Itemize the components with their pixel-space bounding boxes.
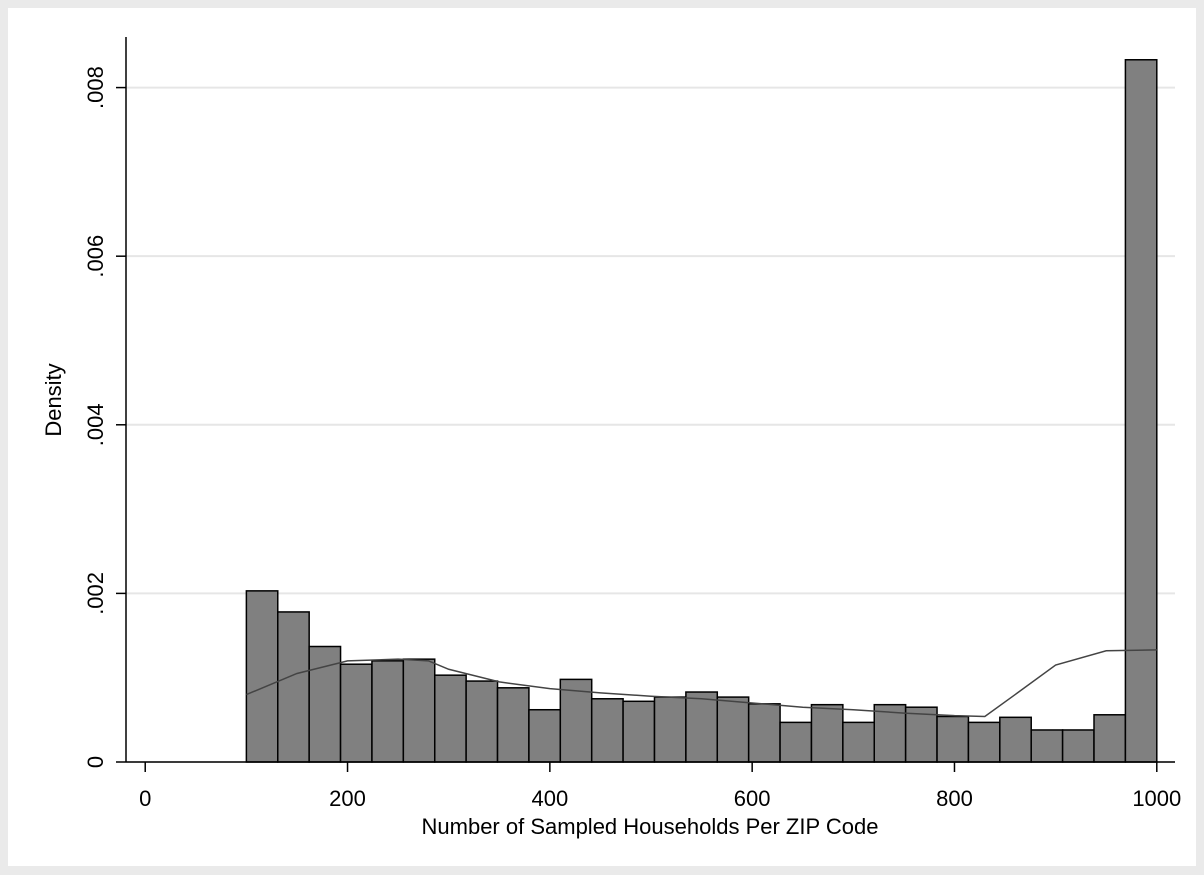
bar	[277, 611, 310, 763]
bar	[716, 696, 750, 763]
bar	[904, 706, 938, 763]
x-axis-title: Number of Sampled Households Per ZIP Cod…	[422, 814, 879, 839]
bar	[465, 680, 499, 763]
bar	[528, 708, 562, 763]
bar	[433, 674, 467, 763]
bar	[1093, 714, 1127, 763]
x-tick-label: 1000	[1132, 786, 1181, 811]
bar	[967, 721, 1001, 763]
bar	[747, 703, 781, 763]
bar	[590, 698, 624, 763]
bar	[810, 703, 844, 763]
bar	[496, 687, 530, 763]
x-tick-label: 0	[139, 786, 151, 811]
density-line	[246, 649, 1157, 718]
x-tick-label: 400	[531, 786, 568, 811]
bar	[245, 590, 279, 763]
bar	[1124, 59, 1158, 763]
y-tick-label: 0	[83, 756, 108, 768]
bar	[999, 716, 1032, 763]
bar	[1030, 729, 1064, 763]
bar	[339, 663, 373, 763]
y-tick-label: .008	[83, 66, 108, 109]
bar	[622, 700, 656, 763]
y-tick-label: .002	[83, 572, 108, 615]
bar	[873, 703, 907, 763]
x-tick-label: 200	[329, 786, 366, 811]
x-tick-label: 600	[734, 786, 771, 811]
bar	[685, 691, 719, 763]
bar	[371, 660, 405, 763]
bar	[779, 721, 813, 763]
x-tick-label: 800	[936, 786, 973, 811]
y-tick-label: .006	[83, 235, 108, 278]
bar	[842, 721, 875, 763]
bar	[402, 658, 436, 763]
bar	[936, 715, 970, 763]
y-tick-label: .004	[83, 403, 108, 446]
y-axis-title: Density	[41, 363, 66, 436]
bar	[653, 696, 687, 763]
bar	[559, 678, 593, 763]
bar	[1061, 729, 1095, 763]
